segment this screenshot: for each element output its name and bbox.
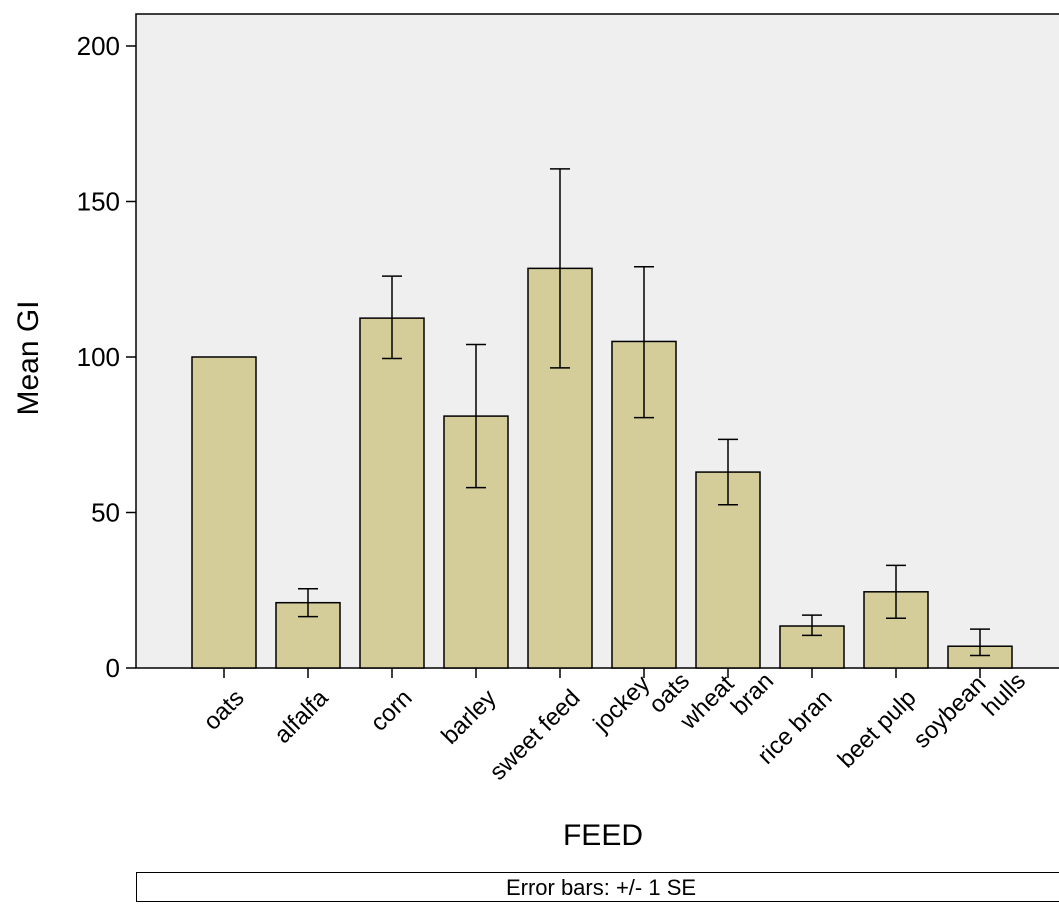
x-tick-label-line: barley <box>436 684 501 749</box>
x-tick-label: corn <box>365 684 417 736</box>
x-tick-label-line: corn <box>365 684 417 736</box>
x-tick-label-line: sweet feed <box>484 684 585 785</box>
y-axis: 0 50 100 150 200 <box>77 31 136 683</box>
x-tick-label-line: jockey <box>588 670 656 738</box>
x-tick-label: barley <box>436 684 501 749</box>
y-tick-label: 0 <box>106 653 120 683</box>
x-tick-label-line: oats <box>198 684 249 735</box>
x-tick-label-line: bran <box>726 667 779 720</box>
x-tick-label-line: beet pulp <box>833 684 922 773</box>
x-tick-label: sweet feed <box>484 684 585 785</box>
y-tick-label: 200 <box>77 31 120 61</box>
x-axis-title: FEED <box>563 819 643 852</box>
x-tick-label-line: soybean <box>908 670 991 753</box>
y-tick-label: 50 <box>91 498 120 528</box>
x-tick-label: alfalfa <box>269 684 334 749</box>
x-tick-label: oats <box>198 684 249 735</box>
x-tick-label: beet pulp <box>833 684 922 773</box>
footnote-text: Error bars: +/- 1 SE <box>505 875 697 900</box>
bar <box>359 317 425 669</box>
plot-area <box>135 13 1059 669</box>
y-tick-label: 100 <box>77 342 120 372</box>
x-tick-label-line: hulls <box>977 667 1031 721</box>
x-tick-label-line: alfalfa <box>269 684 334 749</box>
bar <box>191 356 257 669</box>
y-tick-label: 150 <box>77 187 120 217</box>
bars <box>191 267 1013 669</box>
footnote-box: Error bars: +/- 1 SE <box>136 872 1059 902</box>
y-axis-title: Mean GI <box>12 300 45 415</box>
error-bars <box>298 168 990 657</box>
